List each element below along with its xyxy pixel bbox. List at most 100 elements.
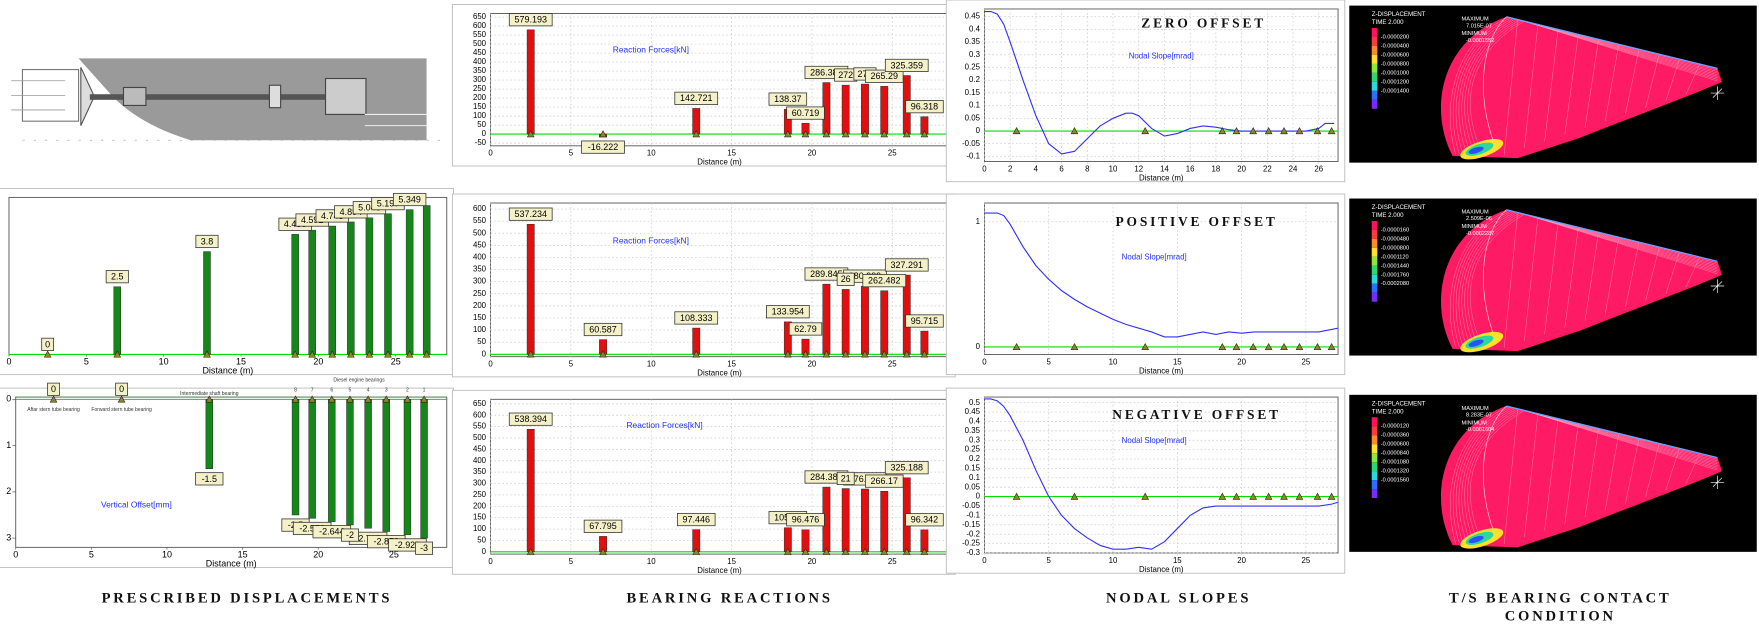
legend-swatch <box>1372 46 1378 55</box>
panel-text: MAXIMUM <box>1462 406 1489 412</box>
panel-text: Z-DISPLACEMENT <box>1372 204 1426 211</box>
x-axis-label: Distance (m) <box>697 158 742 167</box>
panel-text: -0.0001560 <box>1381 478 1409 484</box>
bar <box>347 399 354 525</box>
legend-swatch <box>1372 426 1378 435</box>
bar <box>309 230 316 354</box>
ship-drawing <box>2 13 451 145</box>
value-label: -3 <box>420 543 428 553</box>
panel-text: Z-DISPLACEMENT <box>1372 11 1426 18</box>
y-tick-label: 0.05 <box>965 482 981 491</box>
value-label: 537.234 <box>515 209 547 219</box>
y-tick-label: 0.25 <box>965 445 981 454</box>
y-tick-label: 400 <box>473 456 487 465</box>
value-label: 21 <box>841 473 851 483</box>
value-label: 5.349 <box>398 194 420 204</box>
legend-swatch <box>1372 64 1378 73</box>
caption-box: BEARING REACTIONS <box>550 589 909 627</box>
bar <box>823 284 830 354</box>
y-tick-label: 0.3 <box>969 50 981 59</box>
contour-panel: Z-DISPLACEMENTTIME 2.000MAXIMUM7.015E-07… <box>1349 6 1756 164</box>
annotation: 4 <box>367 387 370 393</box>
annotation: Intermediate shaft bearing <box>180 391 239 397</box>
y-tick-label: -0.2 <box>966 529 980 538</box>
y-tick-label: 0.2 <box>969 75 980 84</box>
y-tick-label: -0.3 <box>966 548 980 557</box>
y-tick-label: 250 <box>473 289 487 298</box>
value-label: 0 <box>119 384 124 394</box>
value-label: 67.795 <box>589 521 616 531</box>
y-tick-label: 0.35 <box>965 426 981 435</box>
x-tick-label: 0 <box>982 164 987 173</box>
y-tick-label: 450 <box>473 444 487 453</box>
bar <box>406 210 413 355</box>
y-tick-label: 2 <box>6 486 11 496</box>
legend-swatch <box>1372 489 1378 498</box>
annotation: Forward stern tube bearing <box>91 407 152 413</box>
y-tick-label: 0.35 <box>965 37 981 46</box>
y-tick-label: 0.45 <box>965 407 981 416</box>
legend-swatch <box>1372 248 1378 257</box>
y-tick-label: -0.15 <box>962 520 981 529</box>
y-tick-label: 100 <box>473 524 487 533</box>
y-tick-label: 50 <box>477 337 486 346</box>
bar <box>421 399 428 538</box>
y-tick-label: -50 <box>475 138 487 147</box>
y-tick-label: 200 <box>473 501 487 510</box>
y-tick-label: -0.1 <box>966 152 980 161</box>
y-tick-label: 1 <box>976 217 980 226</box>
panel-text: -0.0000480 <box>1381 236 1409 242</box>
legend-swatch <box>1372 284 1378 293</box>
y-tick-label: 0.1 <box>969 101 980 110</box>
x-tick-label: 10 <box>647 360 656 369</box>
chart-title: NEGATIVE OFFSET <box>1112 407 1281 422</box>
panel-text: -0.0000120 <box>1381 424 1409 430</box>
x-tick-label: 26 <box>1314 164 1323 173</box>
panel-text: -0.0000600 <box>1381 52 1409 58</box>
legend-swatch <box>1372 266 1378 275</box>
value-label: 95.715 <box>911 316 938 326</box>
panel-text: -0.0001080 <box>1381 460 1409 466</box>
series-label: Nodal Slope[mrad] <box>1122 436 1187 445</box>
x-tick-label: 20 <box>1237 357 1246 366</box>
value-label: -2 <box>346 530 354 540</box>
y-tick-label: 500 <box>473 228 487 237</box>
y-tick-label: 300 <box>473 479 487 488</box>
legend-swatch <box>1372 91 1378 100</box>
series-label: Nodal Slope[mrad] <box>1122 253 1187 262</box>
x-tick-label: 25 <box>888 557 897 566</box>
x-tick-label: 22 <box>1263 164 1272 173</box>
chart-title: Reaction Forces[kN] <box>626 420 702 430</box>
chart-title: Vertical Offset[mm] <box>101 500 172 510</box>
y-tick-label: 300 <box>473 75 487 84</box>
x-tick-label: 5 <box>1047 357 1052 366</box>
panel-text: -0.0001320 <box>1381 469 1409 475</box>
stern-tube <box>123 87 145 105</box>
x-tick-label: 10 <box>1109 556 1118 565</box>
contour-panel: Z-DISPLACEMENTTIME 2.000MAXIMUM2.509E-06… <box>1349 199 1756 357</box>
y-tick-label: 0.45 <box>965 12 981 21</box>
value-label: 2.5 <box>111 272 123 282</box>
x-tick-label: 8 <box>1085 164 1090 173</box>
x-tick-label: 20 <box>808 360 817 369</box>
x-tick-label: 25 <box>888 149 897 158</box>
panel-text: -0.0001552 <box>1466 38 1494 44</box>
y-tick-label: 0 <box>976 342 981 351</box>
y-tick-label: 0.5 <box>969 398 981 407</box>
x-tick-label: 0 <box>488 557 493 566</box>
panel-text: -0.0001604 <box>1466 427 1494 433</box>
x-tick-label: 25 <box>1302 357 1311 366</box>
x-tick-label: 0 <box>13 550 18 560</box>
bar <box>861 84 868 134</box>
bar <box>861 286 868 354</box>
value-label: 272 <box>838 70 853 80</box>
chart-title: Reaction Forces[kN] <box>613 45 689 55</box>
value-label: 0 <box>45 339 50 349</box>
y-tick-label: 0.1 <box>969 473 980 482</box>
caption: NODAL SLOPES <box>999 589 1358 607</box>
value-label: 60.719 <box>792 108 819 118</box>
annotation: 7 <box>311 387 314 393</box>
chart: 01230510152025Distance (m)00-1.5-2.5-2.5… <box>0 377 454 568</box>
value-label: 142.721 <box>680 93 712 103</box>
